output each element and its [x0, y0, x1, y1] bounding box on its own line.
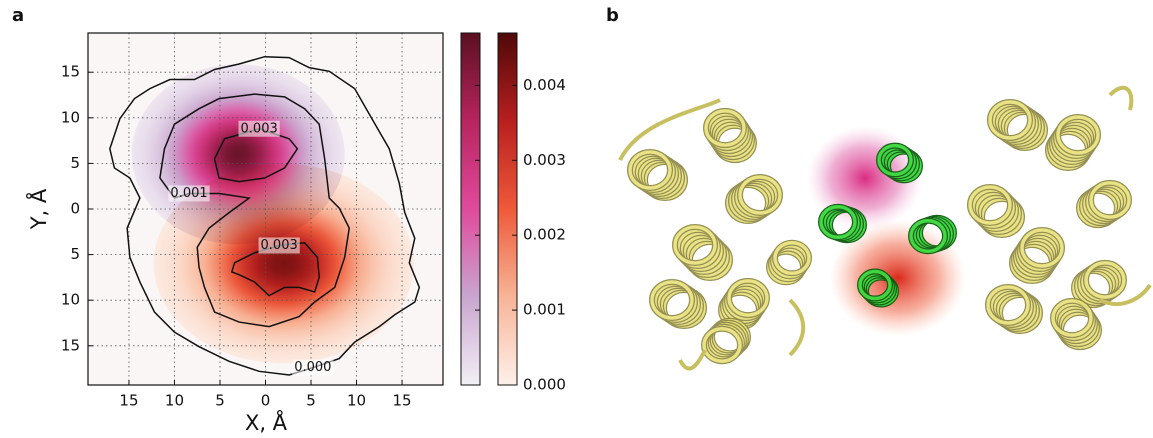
colorbar-tick-label: 0.000 — [523, 376, 566, 394]
panel-label: a — [12, 5, 24, 26]
y-tick-label: 10 — [61, 108, 80, 126]
helix — [908, 214, 957, 255]
helix — [1009, 227, 1065, 284]
plot-frame — [87, 32, 444, 386]
loop — [1108, 85, 1134, 111]
helix — [672, 224, 733, 281]
helix — [703, 107, 757, 164]
contour-line — [213, 127, 299, 183]
helix — [857, 268, 899, 308]
helix-turn — [1020, 228, 1064, 268]
loop — [1099, 283, 1152, 306]
contour-label-bg — [168, 185, 210, 202]
colorbar-tick-label: 0.002 — [523, 226, 566, 244]
helix-turn — [628, 150, 672, 190]
contour-line — [109, 55, 421, 376]
contour-line — [230, 241, 320, 297]
x-tick-label: 10 — [347, 392, 366, 410]
helix — [701, 317, 751, 365]
x-tick-label: 5 — [306, 392, 316, 410]
helix — [985, 284, 1043, 334]
helix-turn — [877, 143, 913, 177]
x-tick-label: 0 — [261, 392, 271, 410]
helix — [987, 99, 1048, 151]
helix-turn — [1089, 181, 1131, 219]
contour-label: 0.003 — [241, 121, 278, 136]
contour-label-bg — [238, 120, 280, 137]
helix — [1076, 179, 1132, 229]
helix-turn — [858, 269, 892, 301]
contours: 0.000 0.001 0.003 0.003 — [109, 55, 421, 376]
loop — [788, 298, 806, 357]
x-axis-label: X, Å — [245, 409, 288, 435]
y-tick-label: 15 — [61, 336, 80, 354]
y-tick-label: 5 — [70, 245, 80, 263]
y-tick-label: 10 — [61, 291, 80, 309]
molecule-image — [618, 85, 1152, 371]
helix — [725, 174, 783, 224]
helix-turn — [988, 100, 1032, 140]
helix-turn — [909, 218, 947, 254]
panel-label: b — [606, 5, 619, 26]
contour-label-bg — [292, 359, 334, 376]
loop — [678, 349, 707, 371]
helix-turn — [650, 280, 694, 320]
colorbar — [460, 32, 481, 386]
y-tick-label: 0 — [70, 200, 80, 218]
loop — [618, 98, 721, 161]
colorbar-tick-label: 0.001 — [523, 301, 566, 319]
helix-turn — [704, 109, 746, 147]
helix-turn — [1084, 261, 1126, 299]
contour-label: 0.000 — [294, 360, 331, 375]
helix-turn — [738, 175, 782, 215]
helix-turn — [986, 285, 1030, 325]
helix-turn — [1051, 299, 1093, 337]
x-tick-label: 15 — [119, 392, 138, 410]
y-axis-label: Y, Å — [25, 188, 51, 230]
helix — [876, 142, 923, 184]
helix — [1045, 114, 1101, 171]
helix — [649, 279, 707, 329]
x-tick-label: 5 — [215, 392, 225, 410]
helix — [627, 149, 688, 201]
x-tick-label: 15 — [392, 392, 411, 410]
helix-turn — [819, 204, 857, 240]
colorbars: 0.000 0.001 0.002 0.003 0.004 — [460, 32, 566, 394]
helix — [967, 184, 1025, 238]
helix-turn — [1056, 115, 1100, 155]
contour-label: 0.001 — [170, 186, 207, 201]
contour-label: 0.003 — [261, 238, 298, 253]
contour-line — [159, 93, 351, 328]
helix — [1071, 259, 1127, 309]
y-tick-label: 5 — [70, 154, 80, 172]
x-tick-label: 10 — [165, 392, 184, 410]
helix — [818, 203, 867, 244]
contour-label-bg — [258, 237, 300, 254]
helix-turn — [673, 225, 717, 265]
helix-turn — [968, 185, 1012, 225]
helix — [766, 239, 812, 286]
colorbar-tick-label: 0.004 — [523, 76, 566, 94]
helix-turn — [702, 327, 742, 363]
colorbar — [497, 32, 518, 386]
colorbar-tick-label: 0.003 — [523, 151, 566, 169]
helix-turn — [773, 240, 811, 276]
helix — [1050, 297, 1102, 351]
helix-turn — [727, 279, 769, 317]
y-tick-label: 15 — [61, 63, 80, 81]
